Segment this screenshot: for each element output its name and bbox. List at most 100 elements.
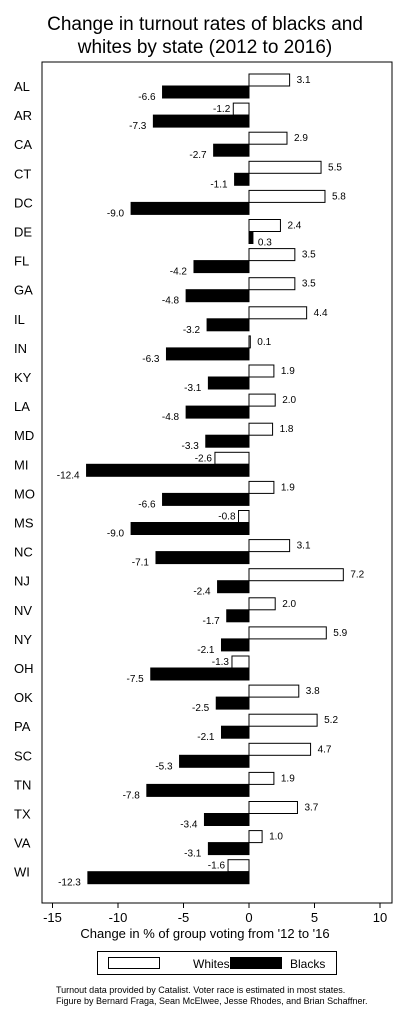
data-label-whites: 1.0 bbox=[269, 832, 283, 843]
bar-whites bbox=[248, 364, 275, 378]
data-label-whites: 3.1 bbox=[297, 75, 311, 86]
bar-blacks bbox=[220, 725, 250, 739]
category-label: GA bbox=[14, 283, 33, 298]
bar-whites bbox=[248, 277, 296, 291]
bar-blacks bbox=[215, 696, 250, 710]
category-label: DC bbox=[14, 195, 33, 210]
bar-blacks bbox=[207, 842, 250, 856]
data-label-whites: 5.2 bbox=[324, 715, 338, 726]
bar-blacks bbox=[226, 609, 250, 623]
x-tick-label: 10 bbox=[373, 910, 387, 925]
category-label: OK bbox=[14, 690, 33, 705]
bar-blacks bbox=[152, 114, 250, 128]
x-tick-label: 5 bbox=[311, 910, 318, 925]
bar-whites bbox=[238, 510, 250, 523]
category-label: CT bbox=[14, 166, 31, 181]
bar-blacks bbox=[206, 318, 250, 332]
data-label-whites: 7.2 bbox=[350, 570, 364, 581]
bar-blacks bbox=[220, 638, 250, 652]
bar-blacks bbox=[162, 85, 250, 99]
category-label: VA bbox=[14, 836, 31, 851]
legend-label-whites: Whites bbox=[193, 957, 230, 971]
bar-whites bbox=[248, 539, 291, 553]
category-label: TX bbox=[14, 807, 31, 822]
data-label-blacks: -6.3 bbox=[142, 354, 160, 365]
bar-whites bbox=[248, 160, 322, 174]
bar-blacks bbox=[150, 667, 250, 681]
bar-blacks bbox=[217, 580, 250, 594]
bar-whites bbox=[248, 626, 327, 640]
data-label-blacks: -2.7 bbox=[189, 150, 207, 161]
bar-blacks bbox=[207, 376, 250, 390]
bar-whites bbox=[248, 306, 308, 320]
category-label: IN bbox=[14, 341, 27, 356]
category-label: DE bbox=[14, 225, 32, 240]
data-label-whites: 3.5 bbox=[302, 279, 316, 290]
data-label-blacks: 0.3 bbox=[258, 238, 272, 249]
data-label-whites: 5.9 bbox=[333, 628, 347, 639]
bar-whites bbox=[248, 480, 275, 494]
category-label: CA bbox=[14, 137, 32, 152]
category-label: OH bbox=[14, 661, 34, 676]
bar-blacks bbox=[185, 405, 250, 419]
data-label-whites: 5.5 bbox=[328, 162, 342, 173]
data-label-blacks: -3.1 bbox=[184, 849, 202, 860]
data-label-blacks: -5.3 bbox=[155, 761, 173, 772]
category-label: MS bbox=[14, 516, 34, 531]
data-label-blacks: -1.1 bbox=[210, 179, 228, 190]
data-label-blacks: -3.4 bbox=[180, 820, 198, 831]
bar-whites bbox=[248, 189, 326, 203]
credit-line-2: Figure by Bernard Fraga, Sean McElwee, J… bbox=[56, 996, 368, 1006]
legend-swatch-blacks bbox=[230, 957, 282, 969]
bar-blacks bbox=[185, 289, 250, 303]
bar-blacks bbox=[162, 492, 250, 506]
bar-blacks bbox=[155, 551, 250, 565]
data-label-blacks: -12.3 bbox=[58, 878, 81, 889]
category-label: NJ bbox=[14, 574, 30, 589]
data-label-whites: -1.3 bbox=[212, 657, 230, 668]
data-label-whites: 3.8 bbox=[306, 686, 320, 697]
bar-blacks bbox=[86, 463, 250, 477]
bar-whites bbox=[248, 131, 288, 145]
data-label-blacks: -3.2 bbox=[183, 325, 201, 336]
bar-whites bbox=[248, 830, 263, 844]
data-label-whites: 2.0 bbox=[282, 395, 296, 406]
bar-whites bbox=[248, 422, 274, 436]
data-label-blacks: -9.0 bbox=[107, 529, 125, 540]
category-label: WI bbox=[14, 865, 30, 880]
bar-whites bbox=[248, 248, 296, 262]
bar-blacks bbox=[205, 434, 250, 448]
data-label-blacks: -4.8 bbox=[162, 296, 180, 307]
category-label: NC bbox=[14, 545, 33, 560]
data-label-blacks: -6.6 bbox=[138, 92, 156, 103]
plot-frame bbox=[41, 61, 393, 904]
category-label: NY bbox=[14, 632, 32, 647]
data-label-whites: 2.9 bbox=[294, 133, 308, 144]
data-label-blacks: -4.8 bbox=[162, 412, 180, 423]
data-label-blacks: -2.1 bbox=[197, 645, 215, 656]
data-label-blacks: -6.6 bbox=[138, 499, 156, 510]
data-label-blacks: -7.1 bbox=[132, 558, 150, 569]
data-label-whites: -2.6 bbox=[195, 453, 213, 464]
bar-blacks bbox=[193, 260, 250, 274]
category-label: AR bbox=[14, 108, 32, 123]
data-label-whites: 4.7 bbox=[318, 744, 332, 755]
data-label-blacks: -7.5 bbox=[127, 674, 145, 685]
data-label-blacks: -1.7 bbox=[202, 616, 220, 627]
data-label-whites: 0.1 bbox=[257, 337, 271, 348]
legend-label-blacks: Blacks bbox=[290, 957, 326, 971]
bar-blacks bbox=[248, 231, 254, 244]
data-label-whites: 3.5 bbox=[302, 250, 316, 261]
data-label-whites: 3.1 bbox=[297, 541, 311, 552]
bar-whites bbox=[248, 219, 281, 232]
bar-whites bbox=[232, 102, 250, 116]
data-label-blacks: -7.8 bbox=[123, 790, 141, 801]
data-label-blacks: -2.1 bbox=[197, 732, 215, 743]
category-label: TN bbox=[14, 777, 31, 792]
category-label: MI bbox=[14, 457, 28, 472]
data-label-whites: 2.4 bbox=[287, 221, 301, 232]
bar-whites bbox=[248, 801, 298, 814]
category-label: MD bbox=[14, 428, 34, 443]
bar-whites bbox=[248, 742, 312, 756]
